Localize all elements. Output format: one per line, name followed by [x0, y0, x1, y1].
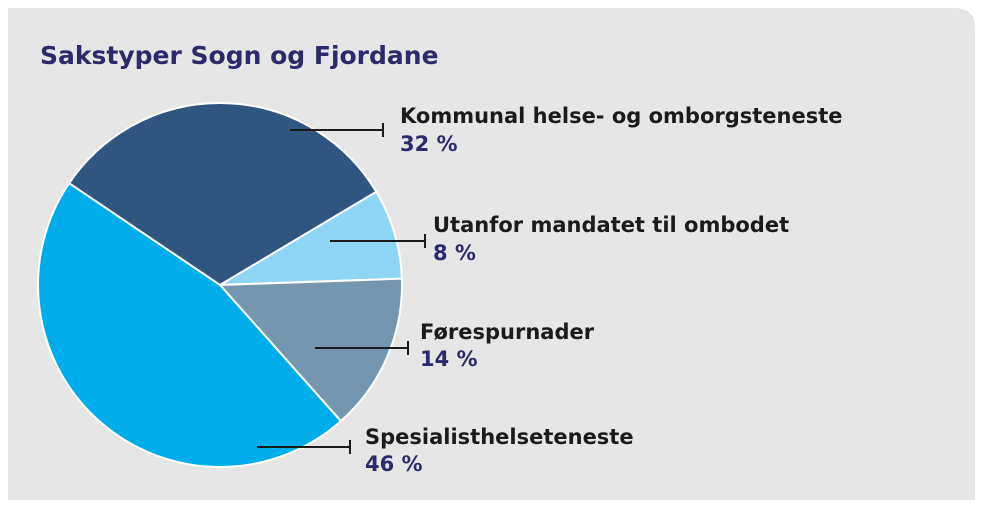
slice-label: Kommunal helse- og omborgsteneste	[400, 104, 843, 128]
value-label: 32 %	[400, 132, 458, 156]
chart-title: Sakstyper Sogn og Fjordane	[40, 41, 439, 70]
pie-slice	[217, 277, 403, 423]
value-label: 46 %	[365, 452, 423, 476]
value-label: 14 %	[420, 347, 478, 371]
pie-slice	[67, 102, 378, 287]
slice-label: Spesialisthelseteneste	[365, 425, 634, 449]
slice-label: Utanfor mandatet til ombodet	[433, 213, 789, 237]
pie-slice	[37, 181, 343, 468]
slice-label: Førespurnader	[420, 320, 595, 344]
value-label: 8 %	[433, 241, 476, 265]
pie-slice	[219, 190, 403, 286]
